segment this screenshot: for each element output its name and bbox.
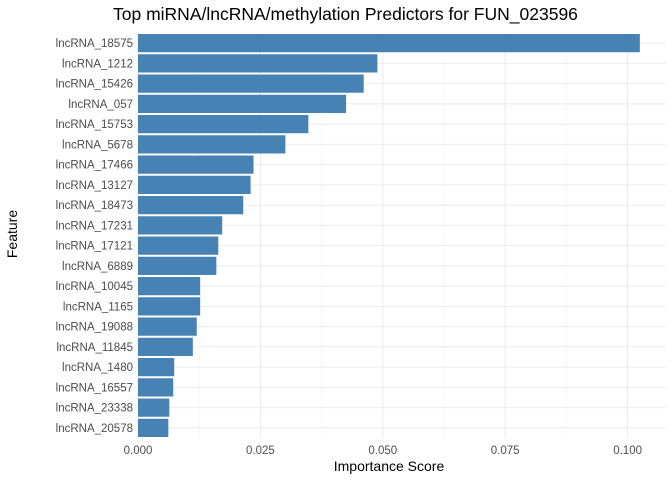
bar: [138, 337, 193, 356]
bar: [138, 358, 175, 377]
y-tick-label: lncRNA_11845: [56, 342, 133, 354]
y-tick-label: lncRNA_1165: [63, 301, 133, 313]
y-tick-label: lncRNA_057: [68, 99, 133, 111]
x-tick-label: 0.075: [491, 445, 520, 457]
chart-title: Top miRNA/lncRNA/methylation Predictors …: [113, 4, 578, 25]
y-tick-label: lncRNA_19088: [56, 322, 133, 334]
y-tick-label: lncRNA_18575: [56, 38, 133, 50]
bar: [138, 378, 174, 397]
y-tick-label: lncRNA_5678: [62, 139, 133, 151]
y-tick-label: lncRNA_1480: [62, 362, 133, 374]
y-tick-label: lncRNA_17466: [56, 160, 133, 172]
x-axis-label: Importance Score: [334, 458, 445, 474]
bar: [138, 135, 286, 154]
y-tick-label: lncRNA_16557: [56, 382, 133, 394]
bars: [138, 34, 640, 437]
bar: [138, 277, 201, 296]
bar: [138, 196, 244, 215]
bar: [138, 34, 640, 53]
bar: [138, 256, 217, 275]
y-tick-label: lncRNA_17121: [56, 241, 133, 253]
x-tick-label: 0.000: [124, 445, 153, 457]
y-tick-label: lncRNA_20578: [56, 423, 133, 435]
y-tick-label: lncRNA_6889: [62, 261, 133, 273]
bar: [138, 418, 169, 437]
bar: [138, 297, 201, 316]
y-tick-label: lncRNA_1212: [62, 58, 133, 70]
bar: [138, 94, 347, 113]
y-tick-label: lncRNA_10045: [56, 281, 133, 293]
bar: [138, 74, 364, 93]
x-tick-label: 0.050: [368, 445, 397, 457]
y-tick-label: lncRNA_15753: [56, 119, 133, 131]
bar: [138, 54, 378, 73]
y-tick-label: lncRNA_18473: [56, 200, 133, 212]
y-tick-label: lncRNA_13127: [56, 180, 133, 192]
bar: [138, 236, 219, 255]
y-tick-label: lncRNA_15426: [56, 79, 133, 91]
y-axis-label: Feature: [4, 210, 20, 258]
y-tick-label: lncRNA_23338: [56, 403, 133, 415]
y-tick-labels: lncRNA_18575 lncRNA_1212 lncRNA_15426 lncRN…: [56, 38, 133, 435]
y-tick-label: lncRNA_17231: [56, 220, 133, 232]
x-tick-label: 0.025: [246, 445, 275, 457]
bar: [138, 317, 197, 336]
x-tick-labels: 0.000 0.025 0.050 0.075 0.100: [124, 445, 642, 457]
bar: [138, 115, 309, 134]
bar: [138, 216, 223, 235]
bar: [138, 155, 254, 174]
bar: [138, 175, 251, 194]
bar: [138, 398, 170, 417]
x-tick-label: 0.100: [613, 445, 642, 457]
